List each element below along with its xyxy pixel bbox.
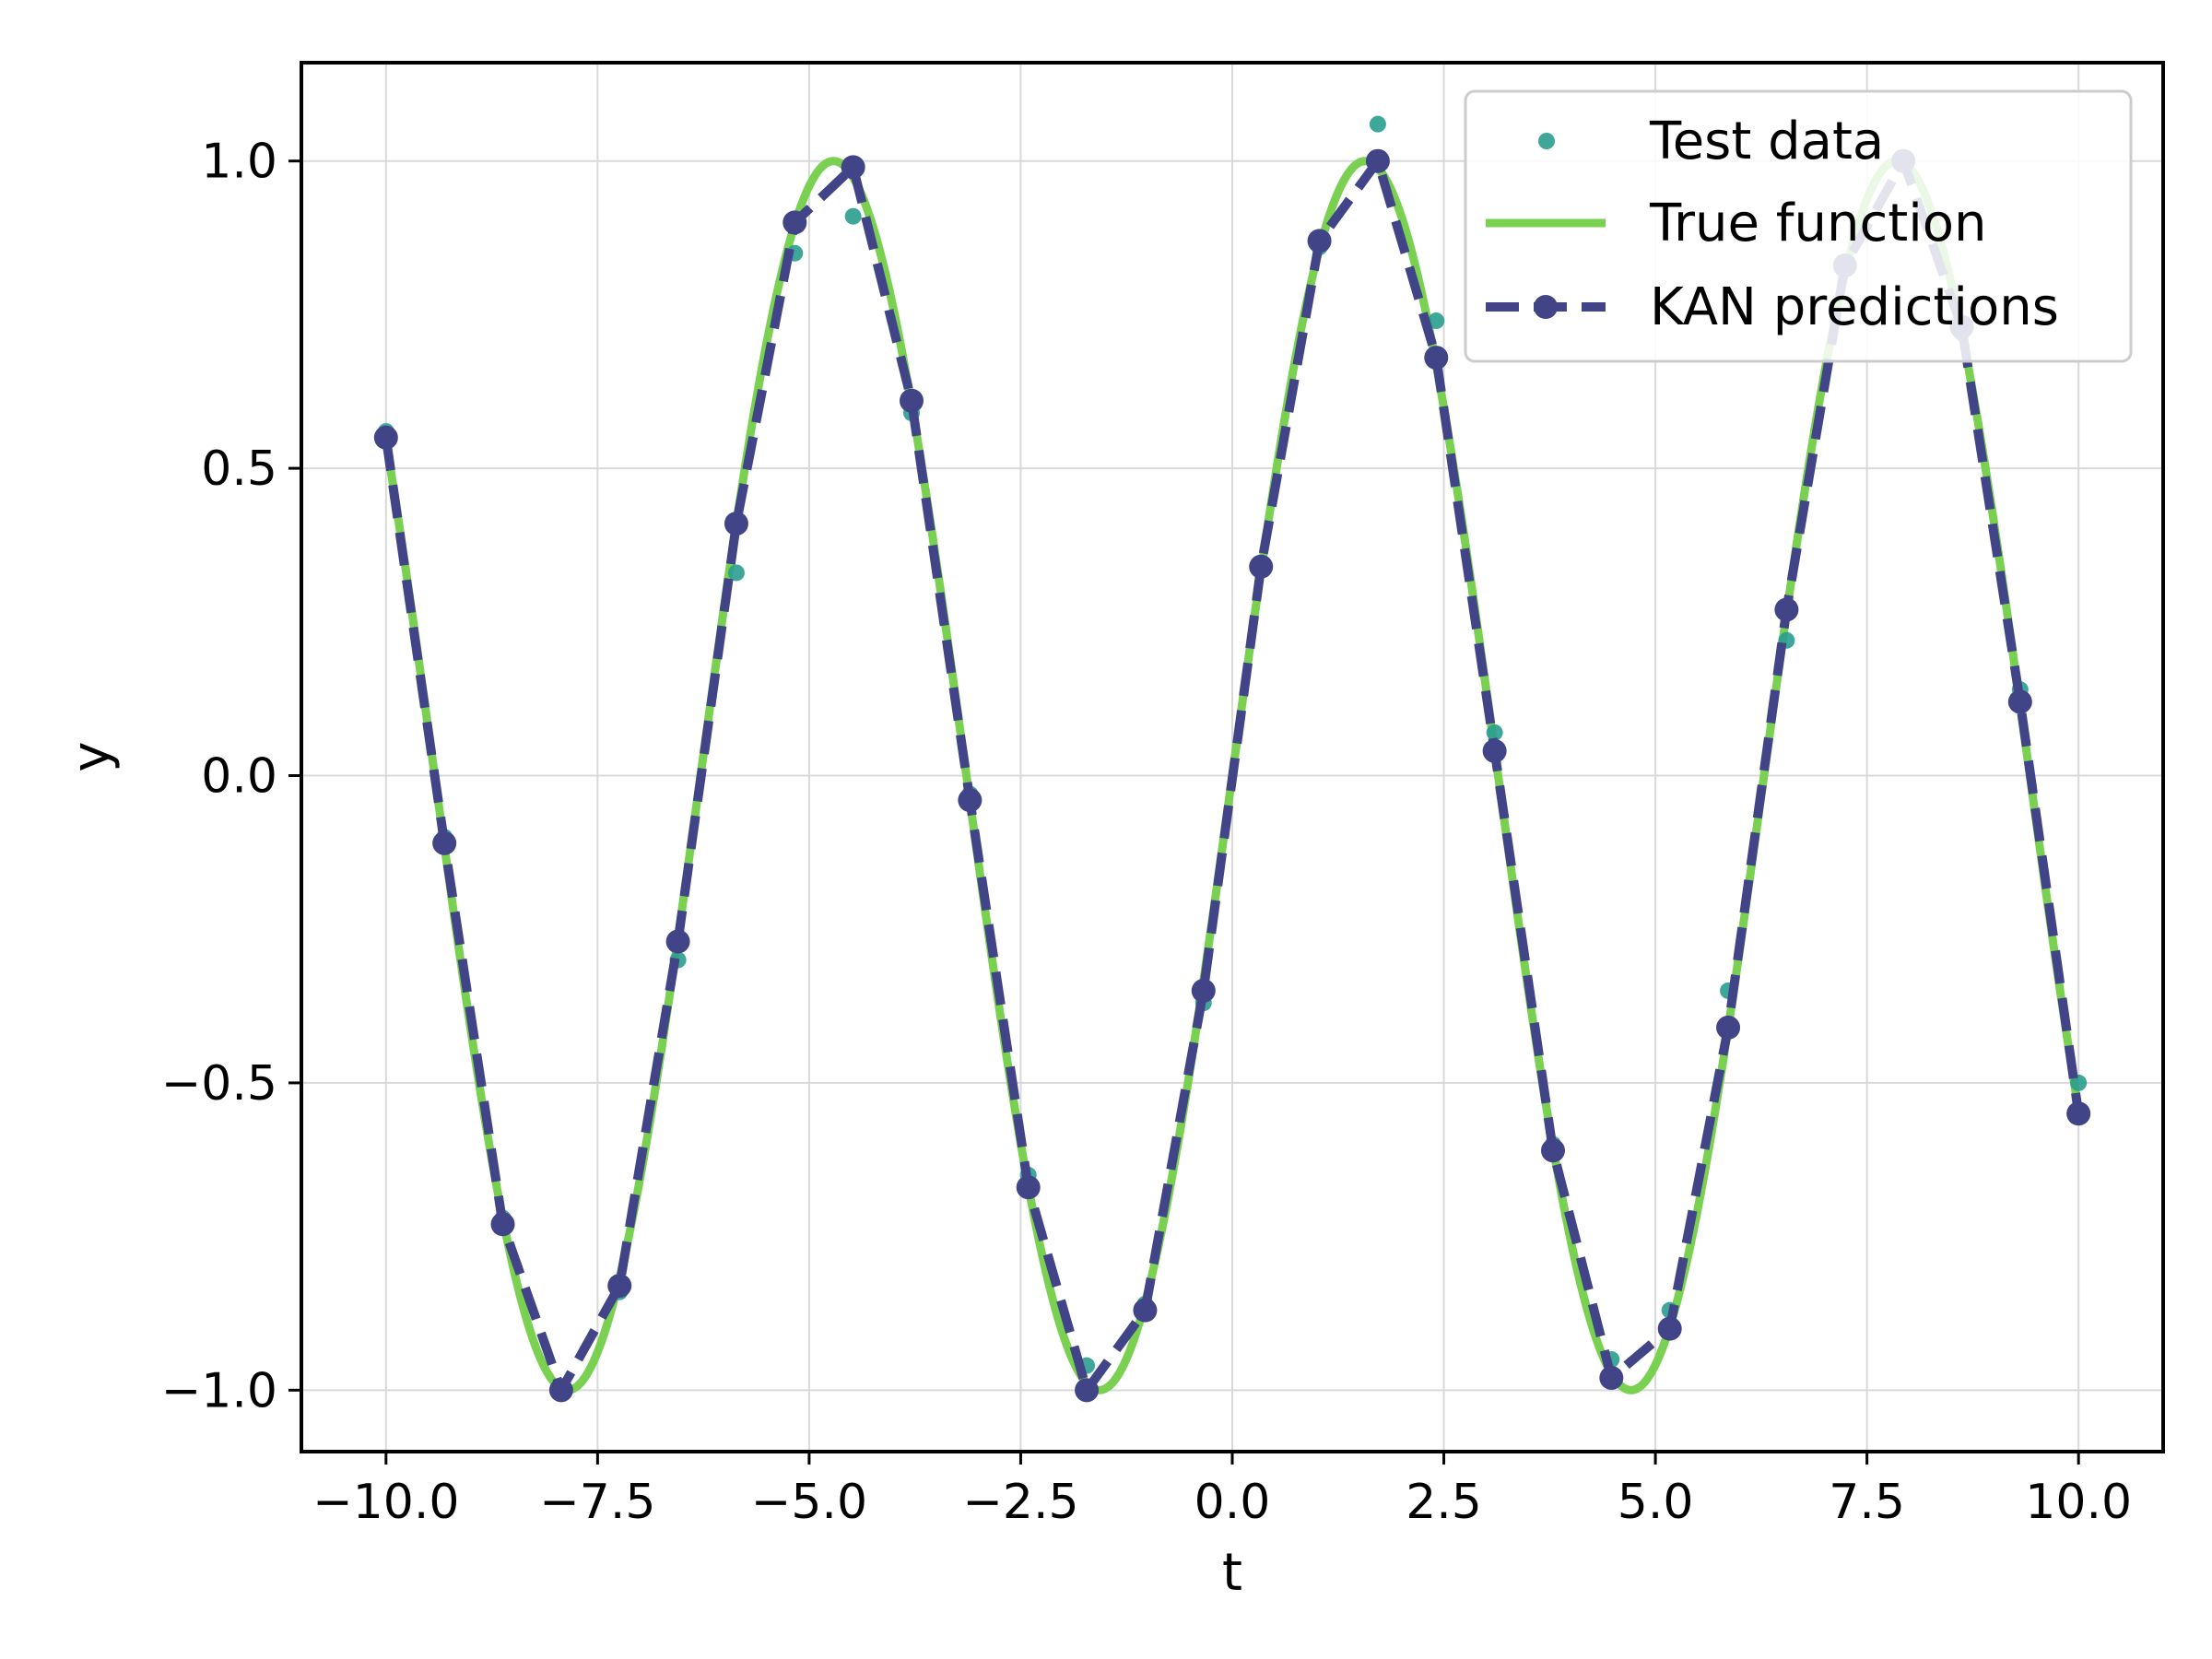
kan-prediction-point <box>2066 1101 2091 1126</box>
test-data-point <box>1369 115 1386 133</box>
x-tick-label: −2.5 <box>962 1475 1078 1530</box>
y-axis-label: y <box>62 741 122 771</box>
kan-prediction-point <box>665 929 690 954</box>
kan-prediction-point <box>958 788 982 813</box>
test-data-point <box>727 564 745 582</box>
test-data-point <box>2070 1074 2088 1091</box>
test-data-point <box>1428 312 1445 330</box>
kan-prediction-point <box>1016 1175 1041 1200</box>
kan-prediction-point <box>607 1273 632 1298</box>
kan-predictions-line <box>381 156 2084 1395</box>
x-tick-label: −10.0 <box>312 1475 459 1530</box>
kan-prediction-point <box>1307 229 1332 253</box>
legend-box <box>1464 89 2133 363</box>
x-tick-label: 0.0 <box>1194 1475 1271 1530</box>
kan-prediction-point <box>1482 738 1507 763</box>
kan-prediction-point <box>724 512 748 536</box>
kan-prediction-point <box>548 1378 573 1403</box>
kan-prediction-point <box>1716 1015 1741 1040</box>
kan-prediction-point <box>1365 148 1390 173</box>
y-tick-label: −1.0 <box>161 1363 277 1418</box>
y-tick-label: 0.5 <box>201 441 277 497</box>
plot-series <box>373 115 2091 1403</box>
kan-prediction-point <box>373 425 398 450</box>
kan-prediction-point <box>1424 346 1449 371</box>
kan-prediction-point <box>1657 1316 1682 1341</box>
kan-prediction-point <box>1249 554 1274 579</box>
legend-test-data-marker <box>1538 133 1555 149</box>
kan-prediction-point <box>1540 1138 1565 1163</box>
kan-prediction-point <box>1191 978 1216 1003</box>
legend-kan-label: KAN predictions <box>1650 277 2059 337</box>
x-axis-label: t <box>1222 1543 1242 1603</box>
x-tick-label: 10.0 <box>2025 1475 2132 1530</box>
x-tick-label: −5.0 <box>751 1475 867 1530</box>
kan-prediction-point <box>900 388 924 413</box>
x-tick-label: 2.5 <box>1406 1475 1482 1530</box>
kan-prediction-point <box>490 1212 515 1237</box>
kan-prediction-point <box>1599 1365 1624 1390</box>
legend-test-data-label: Test data <box>1649 112 1884 171</box>
kan-prediction-point <box>2007 689 2032 714</box>
y-tick-label: −0.5 <box>161 1056 277 1112</box>
test-data-point <box>844 207 862 225</box>
y-tick-label: 1.0 <box>201 135 277 190</box>
y-tick-label: 0.0 <box>201 749 277 805</box>
x-tick-label: 7.5 <box>1829 1475 1905 1530</box>
kan-prediction-point <box>1774 597 1799 622</box>
legend-kan-marker <box>1534 295 1558 319</box>
legend-true-function-label: True function <box>1649 194 1987 253</box>
x-tick-label: −7.5 <box>539 1475 655 1530</box>
kan-prediction-point <box>1075 1378 1100 1403</box>
test-data-point <box>1486 724 1503 741</box>
kan-prediction-point <box>1133 1298 1158 1323</box>
kan-prediction-point <box>432 830 457 855</box>
kan-prediction-point <box>841 155 865 180</box>
legend: Test data True function KAN predictions <box>1464 89 2133 363</box>
x-tick-label: 5.0 <box>1618 1475 1694 1530</box>
axis-ticks: −10.0 −7.5 −5.0 −2.5 0.0 2.5 5.0 7.5 10.0 −1.0 −0.… <box>161 135 2132 1530</box>
kan-prediction-point <box>782 210 807 235</box>
